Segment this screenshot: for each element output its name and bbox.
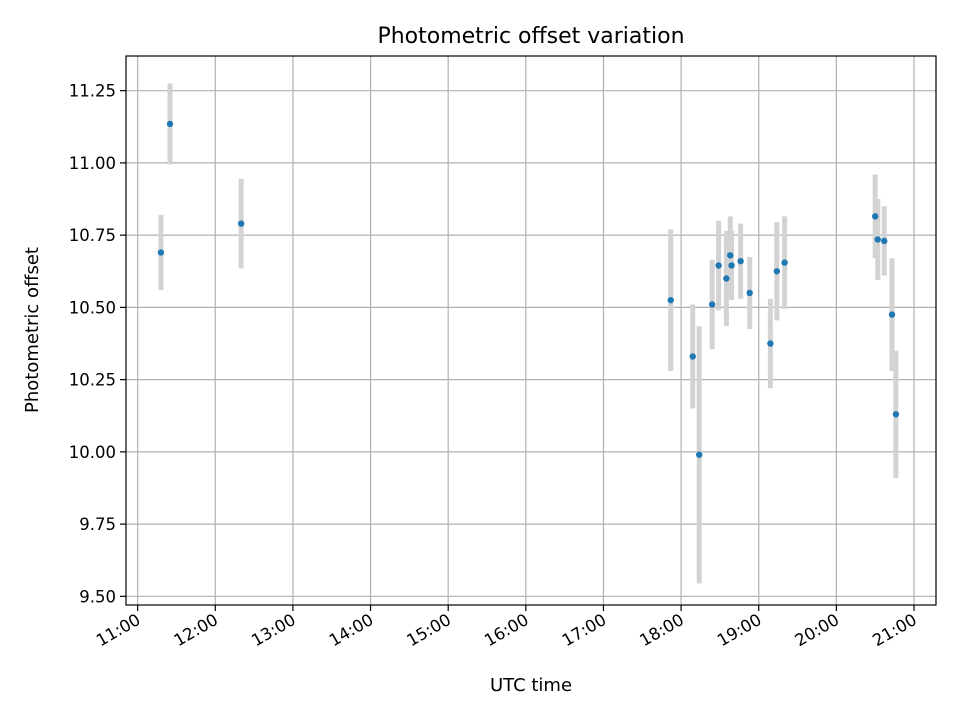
x-tick-label: 20:00 (792, 610, 843, 650)
error-bars (158, 83, 899, 584)
data-point (237, 220, 245, 227)
y-axis-ticks: 9.50 9.75 10.00 10.25 10.50 10.75 11.00 11.25 (69, 82, 126, 606)
data-point (715, 262, 722, 269)
data-point (781, 259, 788, 266)
y-tick-label: 9.75 (79, 515, 116, 534)
grid (126, 56, 936, 605)
y-tick-label: 10.75 (69, 226, 116, 245)
x-tick-label: 13:00 (248, 610, 299, 650)
y-tick-label: 10.50 (69, 298, 116, 317)
data-point (667, 296, 674, 304)
y-tick-label: 10.00 (69, 443, 116, 462)
y-axis-label: Photometric offset (22, 247, 43, 413)
x-tick-label: 18:00 (636, 610, 687, 650)
x-tick-label: 11:00 (93, 610, 144, 650)
data-point (892, 411, 900, 418)
data-point (773, 268, 781, 275)
data-point (728, 262, 735, 269)
x-axis-label: UTC time (490, 675, 572, 696)
y-tick-label: 11.25 (69, 82, 116, 101)
data-point (727, 252, 734, 259)
data-point (881, 237, 888, 245)
data-point (737, 257, 744, 265)
plot-frame (125, 55, 937, 606)
data-points (157, 120, 900, 458)
x-tick-label: 14:00 (326, 610, 377, 650)
x-tick-label: 15:00 (403, 610, 454, 650)
data-point (166, 120, 174, 128)
x-tick-label: 16:00 (481, 610, 532, 650)
data-point (871, 213, 879, 220)
data-point (767, 340, 774, 347)
x-tick-label: 19:00 (714, 610, 765, 650)
data-point (746, 289, 753, 297)
data-point (874, 236, 881, 243)
x-tick-label: 17:00 (559, 610, 610, 650)
data-point (696, 451, 703, 458)
data-point (708, 301, 716, 308)
data-point (157, 249, 165, 256)
x-tick-label: 12:00 (171, 610, 222, 650)
y-tick-label: 10.25 (69, 371, 116, 390)
data-point (689, 353, 696, 360)
y-tick-label: 9.50 (79, 587, 116, 606)
chart-title: Photometric offset variation (377, 24, 684, 49)
data-point (888, 311, 896, 318)
x-tick-label: 21:00 (869, 610, 920, 650)
y-tick-label: 11.00 (69, 154, 116, 173)
data-point (723, 275, 730, 282)
x-axis-ticks: 11:00 12:00 13:00 14:00 15:00 16:00 17:00 18:00… (93, 605, 920, 650)
